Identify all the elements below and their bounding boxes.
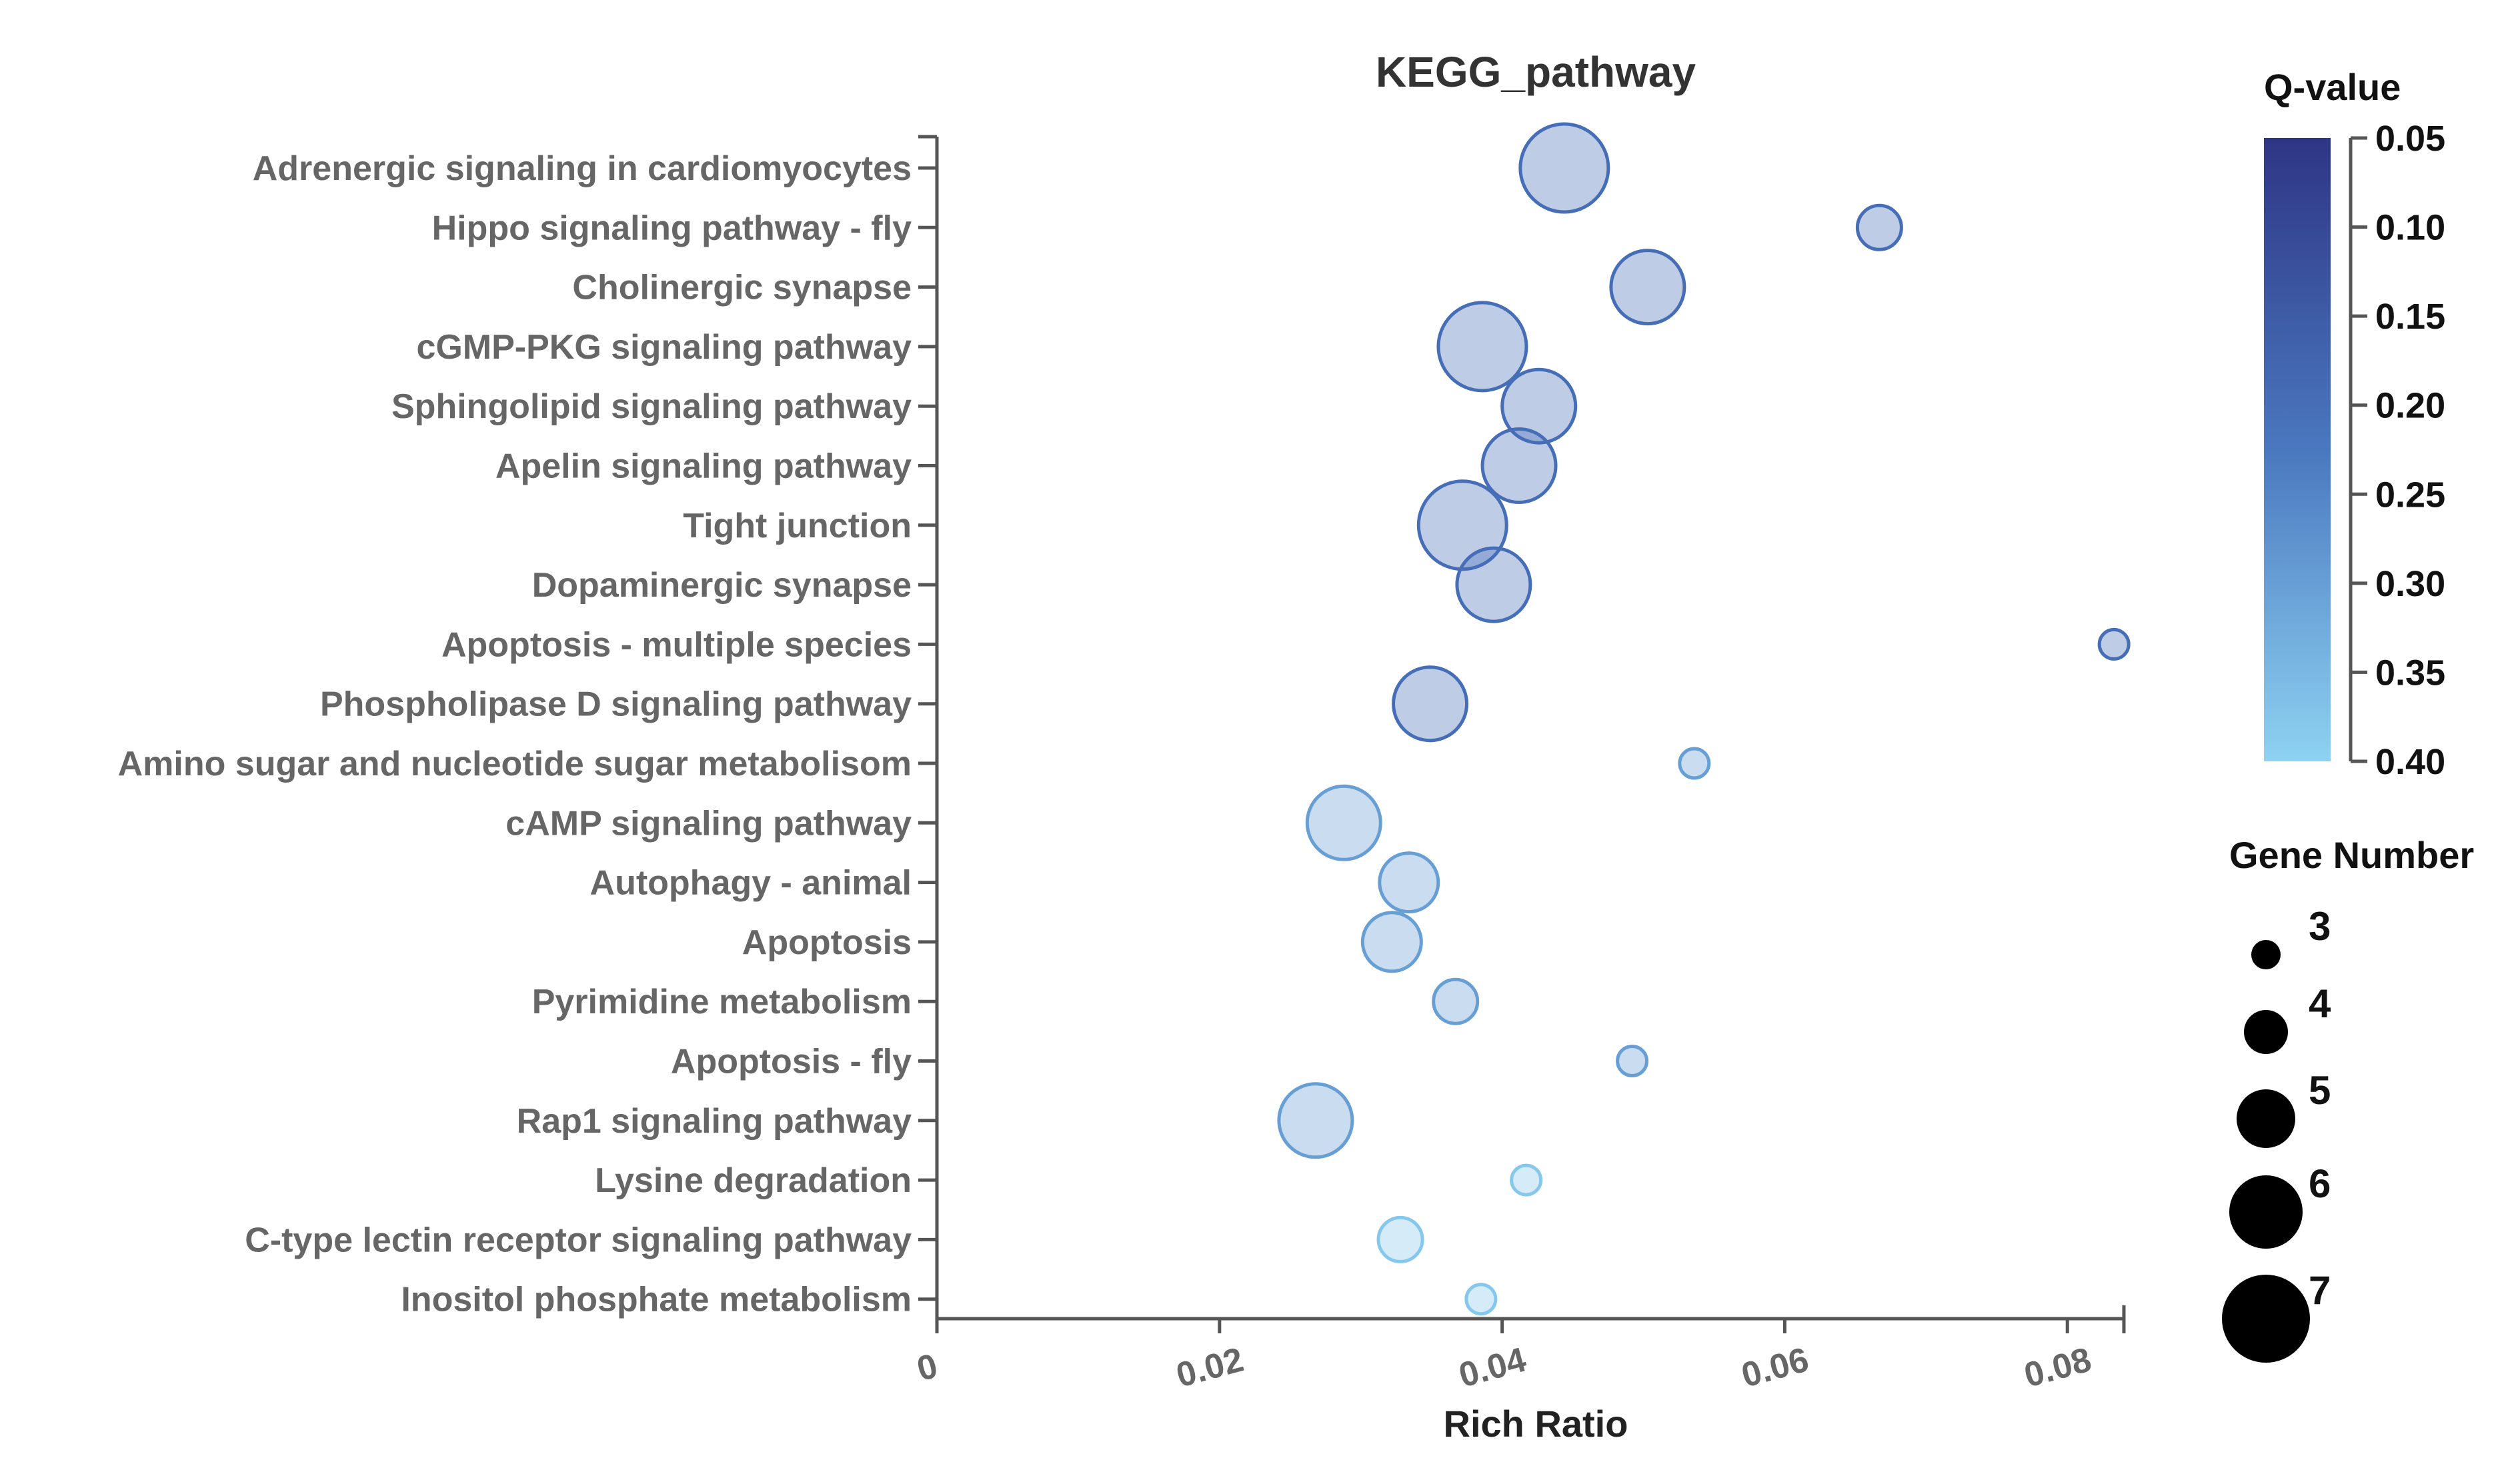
x-tick-label: 0.04 bbox=[1455, 1340, 1530, 1395]
size-legend-dot bbox=[2237, 1089, 2295, 1148]
bubble-point bbox=[1480, 427, 1558, 504]
colorbar-tick-label: 0.40 bbox=[2375, 742, 2445, 782]
colorbar-ticks: 0.05 0.10 0.15 0.20 0.25 0.30 0.35 0.40 bbox=[2351, 119, 2445, 782]
y-tick-label: Apoptosis bbox=[742, 923, 912, 962]
x-tick-label: 0 bbox=[913, 1347, 942, 1389]
bubble-point bbox=[1378, 851, 1440, 914]
y-tick-label: Apoptosis - fly bbox=[671, 1043, 912, 1081]
size-legend-dot bbox=[2229, 1175, 2303, 1249]
size-legend-dot bbox=[2222, 1275, 2310, 1363]
colorbar-tick-label: 0.15 bbox=[2375, 297, 2445, 337]
bubble-point bbox=[1392, 665, 1469, 743]
y-tick-label: Adrenergic signaling in cardiomyocytes bbox=[253, 149, 912, 188]
colorbar-tick-label: 0.10 bbox=[2375, 208, 2445, 248]
x-tick-label: 0.08 bbox=[2020, 1340, 2095, 1395]
bubble-point bbox=[1455, 546, 1532, 623]
bubble-point bbox=[1609, 249, 1686, 326]
size-legend-label: 3 bbox=[2309, 904, 2331, 949]
y-tick-label: Dopaminergic synapse bbox=[532, 566, 912, 605]
colorbar-tick-label: 0.30 bbox=[2375, 564, 2445, 604]
y-tick-label: Autophagy - animal bbox=[590, 864, 912, 903]
y-tick-label: Apelin signaling pathway bbox=[495, 447, 912, 486]
bubble-point bbox=[1416, 479, 1508, 571]
bubble-point bbox=[1616, 1045, 1649, 1077]
y-tick-label: Sphingolipid signaling pathway bbox=[391, 387, 912, 426]
size-legend-dot bbox=[2251, 940, 2281, 969]
bubble-point bbox=[1436, 301, 1528, 393]
y-tick-label: cAMP signaling pathway bbox=[505, 804, 912, 843]
x-tick-label: 0.02 bbox=[1172, 1340, 1248, 1395]
colorbar-tick-label: 0.35 bbox=[2375, 653, 2445, 693]
bubbles bbox=[1277, 122, 2131, 1316]
size-legend-label: 4 bbox=[2309, 981, 2331, 1026]
size-legend-items: 3 4 5 6 7 bbox=[2222, 904, 2331, 1363]
x-axis-label: Rich Ratio bbox=[1444, 1403, 1628, 1445]
bubble-point bbox=[2097, 627, 2131, 661]
bubble-point bbox=[1277, 1082, 1354, 1159]
y-axis: Adrenergic signaling in cardiomyocytes Hi… bbox=[118, 135, 939, 1319]
y-tick-label: Cholinergic synapse bbox=[572, 269, 912, 307]
size-legend-title: Gene Number bbox=[2229, 834, 2474, 876]
y-tick-label: Rap1 signaling pathway bbox=[517, 1102, 912, 1141]
bubble-point bbox=[1678, 747, 1711, 780]
size-legend-label: 6 bbox=[2309, 1161, 2331, 1206]
y-tick-label: cGMP-PKG signaling pathway bbox=[416, 328, 912, 367]
bubble-point bbox=[1510, 1163, 1543, 1197]
x-tick-label: 0.06 bbox=[1738, 1340, 1813, 1395]
colorbar-title: Q-value bbox=[2264, 66, 2401, 108]
y-tick-label: C-type lectin receptor signaling pathway bbox=[245, 1221, 912, 1259]
y-tick-label: Lysine degradation bbox=[595, 1161, 912, 1200]
y-tick-label: Pyrimidine metabolism bbox=[532, 983, 912, 1021]
bubble-point bbox=[1432, 977, 1480, 1025]
bubble-point bbox=[1305, 784, 1382, 861]
bubble-point bbox=[1360, 911, 1423, 973]
colorbar-tick-label: 0.25 bbox=[2375, 475, 2445, 515]
y-tick-label: Hippo signaling pathway - fly bbox=[432, 209, 912, 247]
y-tick-label: Amino sugar and nucleotide sugar metabol… bbox=[118, 745, 912, 783]
colorbar-tick-label: 0.05 bbox=[2375, 119, 2445, 159]
bubble-point bbox=[1518, 122, 1610, 214]
q-value-colorbar: Q-value 0.05 0.10 0.15 0.20 0.25 0.30 0.35 0.40 bbox=[2264, 66, 2445, 782]
size-legend-label: 7 bbox=[2309, 1268, 2331, 1313]
bubble-point bbox=[1376, 1215, 1424, 1263]
size-legend-dot bbox=[2244, 1010, 2288, 1054]
x-axis: 0 0.02 0.04 0.06 0.08 bbox=[913, 1305, 2126, 1395]
size-legend-label: 5 bbox=[2309, 1068, 2331, 1113]
y-tick-label: Tight junction bbox=[683, 507, 912, 545]
colorbar-tick-label: 0.20 bbox=[2375, 386, 2445, 426]
gene-number-legend: Gene Number 3 4 5 6 7 bbox=[2222, 834, 2474, 1363]
y-tick-label: Inositol phosphate metabolism bbox=[401, 1281, 912, 1319]
bubble-point bbox=[1500, 367, 1578, 445]
bubble-point bbox=[1855, 203, 1903, 251]
chart-title: KEGG_pathway bbox=[1376, 48, 1696, 96]
bubble-point bbox=[1464, 1283, 1498, 1316]
y-tick-label: Phospholipase D signaling pathway bbox=[320, 685, 912, 724]
y-tick-label: Apoptosis - multiple species bbox=[441, 625, 912, 664]
colorbar-gradient bbox=[2264, 138, 2331, 761]
